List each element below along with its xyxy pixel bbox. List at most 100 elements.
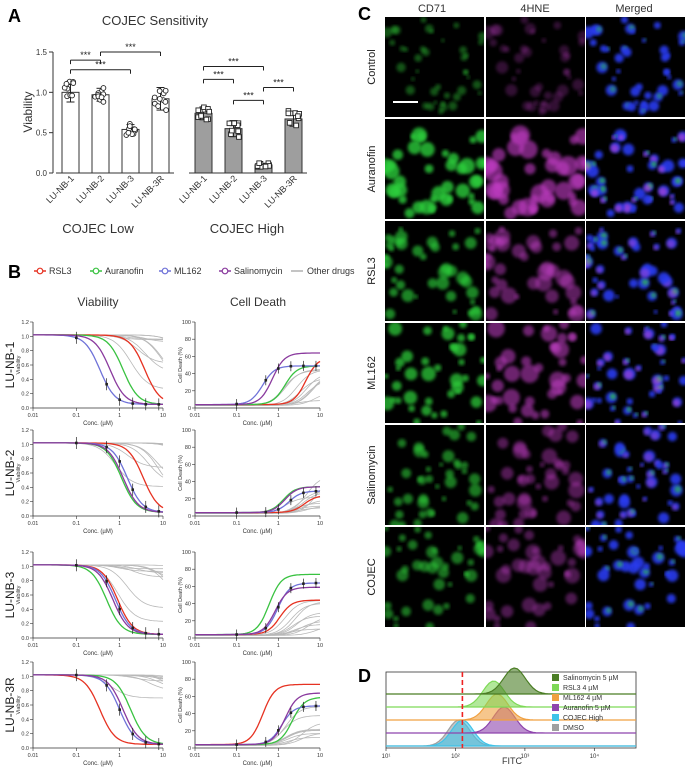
x-tick-label: 10³ <box>521 754 530 760</box>
4hne-signal <box>521 47 532 58</box>
cd71-overlay <box>675 177 681 184</box>
legend-label-ml162: ML162 <box>174 266 202 276</box>
cd71-signal <box>459 323 467 329</box>
significance-stars: *** <box>125 42 136 52</box>
4hne-overlay <box>643 428 651 436</box>
y-tick-label: 60 <box>185 462 191 468</box>
y-tick-label: 1.5 <box>36 48 48 57</box>
4hne-overlay <box>597 282 604 290</box>
death-point <box>289 711 293 715</box>
cd71-overlay <box>680 90 684 94</box>
nucleus-signal <box>616 69 621 74</box>
4hne-signal <box>526 235 541 250</box>
nucleus-signal <box>657 389 662 394</box>
micrograph-cells <box>587 425 683 525</box>
y-tick-label: 0.8 <box>21 579 29 585</box>
4hne-overlay <box>593 383 600 391</box>
4hne-overlay <box>672 399 681 407</box>
cd71-signal <box>464 237 477 249</box>
cd71-signal <box>472 80 482 90</box>
4hne-signal <box>486 373 491 380</box>
4hne-signal <box>553 21 562 30</box>
cd71-signal <box>467 333 475 341</box>
cd71-overlay <box>602 521 607 525</box>
nucleus-signal <box>666 593 676 604</box>
micrograph-cells <box>586 129 685 218</box>
4hne-overlay <box>661 463 668 470</box>
nucleus-signal <box>658 512 670 524</box>
cd71-signal <box>439 462 444 467</box>
4hne-signal <box>513 417 523 423</box>
cd71-overlay <box>642 568 650 575</box>
cd71-signal <box>413 519 422 525</box>
cd71-signal <box>419 142 435 157</box>
4hne-signal <box>574 128 585 145</box>
nucleus-signal <box>614 519 623 525</box>
legend-marker-rsl3 <box>36 267 44 275</box>
cd71-signal <box>455 388 461 394</box>
4hne-signal <box>556 388 563 395</box>
y-tick-label: 0.4 <box>21 377 29 383</box>
4hne-overlay <box>587 488 593 493</box>
4hne-signal <box>566 430 579 443</box>
curve-other-drug <box>195 493 321 514</box>
cd71-signal <box>394 397 402 404</box>
cd71-signal <box>405 85 415 95</box>
micrograph-cells <box>487 425 585 525</box>
cd71-signal <box>445 290 457 302</box>
4hne-signal <box>543 91 553 100</box>
4hne-signal <box>568 482 585 499</box>
death-point <box>277 729 280 732</box>
y-tick-label: 60 <box>185 584 191 590</box>
4hne-signal <box>525 465 533 473</box>
y-tick-label: 0.8 <box>21 457 29 463</box>
y-tick-label: 1.2 <box>21 660 29 666</box>
cd71-overlay <box>587 527 591 529</box>
viability-point <box>144 631 148 635</box>
x-tick-label: 0.1 <box>233 753 241 759</box>
4hne-signal <box>494 396 504 405</box>
micrograph-cells <box>486 17 585 116</box>
y-tick-label: 0.6 <box>21 703 29 709</box>
cd71-overlay <box>673 299 677 303</box>
viability-curve-auranofin <box>33 564 163 636</box>
cd71-signal <box>385 608 394 619</box>
4hne-signal <box>565 592 578 605</box>
cd71-signal <box>434 364 442 372</box>
cd71-signal <box>385 396 395 411</box>
viability-point <box>157 510 161 513</box>
4hne-signal <box>545 289 559 303</box>
death-curve-rsl3 <box>195 599 320 636</box>
cd71-signal <box>431 412 438 419</box>
4hne-overlay <box>618 134 624 141</box>
4hne-signal <box>570 501 581 512</box>
4hne-signal <box>552 242 562 252</box>
viability-point <box>105 580 108 583</box>
cd71-signal <box>475 157 484 170</box>
4hne-overlay <box>650 431 659 441</box>
cd71-signal <box>450 343 460 353</box>
cd71-signal <box>461 468 468 475</box>
cd71-overlay <box>609 86 616 93</box>
x-tick-label: 1 <box>277 753 280 759</box>
cd71-overlay <box>602 534 607 539</box>
micrograph-cells <box>385 226 483 321</box>
column-header-merged: Merged <box>615 3 652 15</box>
x-tick-label: 10¹ <box>382 754 391 760</box>
cd71-signal <box>407 540 418 550</box>
4hne-signal <box>537 263 555 281</box>
cd71-signal <box>452 309 457 314</box>
x-axis-label: Conc. (µM) <box>83 421 113 427</box>
cd71-signal <box>448 429 460 441</box>
death-point <box>289 498 293 502</box>
cd71-signal <box>469 299 476 305</box>
4hne-signal <box>578 38 585 47</box>
y-tick-label: 0.4 <box>21 485 29 491</box>
cd71-signal <box>422 599 435 611</box>
cd71-signal <box>455 162 467 174</box>
4hne-signal <box>525 621 537 627</box>
cd71-overlay <box>600 63 607 70</box>
cd71-signal <box>398 534 406 542</box>
4hne-signal <box>549 342 562 354</box>
y-axis-label: Viability <box>16 695 22 714</box>
